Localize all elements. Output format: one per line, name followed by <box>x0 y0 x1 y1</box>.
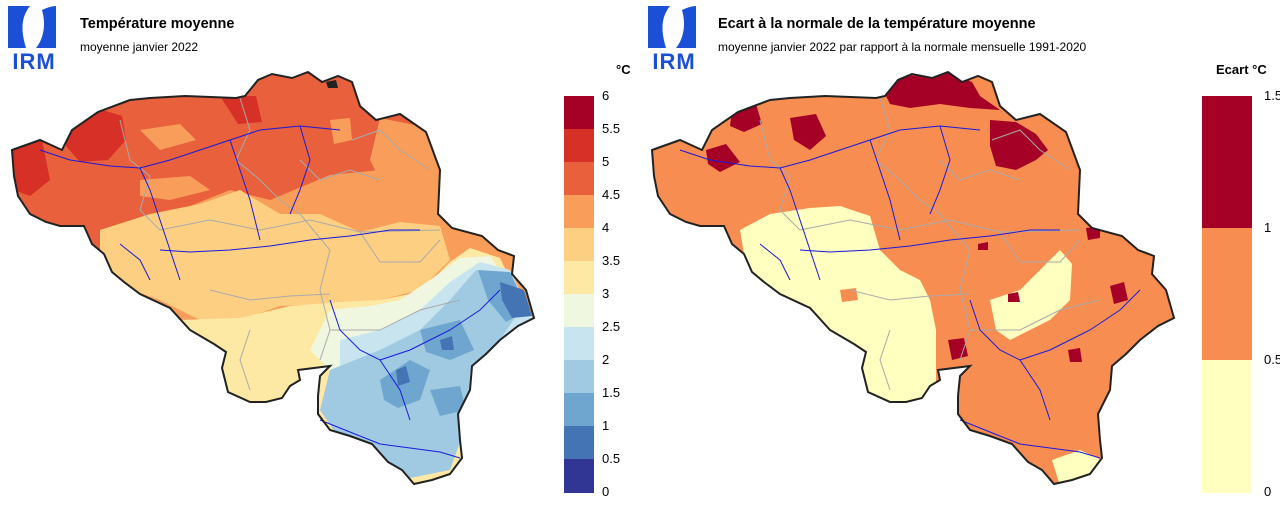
legend-unit: °C <box>616 62 631 77</box>
legend-tick-label: 1 <box>1264 220 1272 235</box>
legend-tick-label: 1.5 <box>602 385 621 400</box>
map-subtitle: moyenne janvier 2022 <box>80 40 199 54</box>
legend-swatch <box>564 294 594 328</box>
legend-swatch <box>564 228 594 262</box>
legend-tick-label: 3 <box>602 286 610 301</box>
irm-logo: IRM <box>646 4 698 74</box>
irm-logo-text: IRM <box>12 49 56 74</box>
legend-swatch <box>564 195 594 229</box>
irm-logo: IRM <box>6 4 58 74</box>
legend-unit: Ecart °C <box>1216 62 1267 77</box>
irm-logo-mark <box>648 6 696 48</box>
anomaly-map <box>651 71 1175 485</box>
anomaly-legend: Ecart °C 1.5 1 0.5 0 <box>1202 60 1280 500</box>
temperature-legend: °C 6 5.5 5 4.5 4 3.5 3 2.5 2 1.5 1 0.5 0 <box>560 60 640 500</box>
legend-swatch <box>564 360 594 394</box>
irm-logo-text: IRM <box>652 49 696 74</box>
legend-swatch <box>1202 228 1252 361</box>
legend-tick-label: 5 <box>602 154 610 169</box>
map-subtitle: moyenne janvier 2022 par rapport à la no… <box>718 40 1087 54</box>
legend-tick-label: 2 <box>602 352 610 367</box>
legend-swatch <box>1202 96 1252 229</box>
legend-swatch <box>564 393 594 427</box>
temperature-map <box>11 71 535 485</box>
temperature-panel: IRM Température moyenne moyenne janvier … <box>6 4 640 500</box>
legend-tick-label: 6 <box>602 88 610 103</box>
legend-tick-label: 3.5 <box>602 253 621 268</box>
legend-swatch <box>564 327 594 361</box>
legend-swatch <box>1202 360 1252 493</box>
legend-tick-label: 4.5 <box>602 187 621 202</box>
legend-tick-label: 0.5 <box>602 451 621 466</box>
legend-swatch <box>564 426 594 460</box>
legend-swatch <box>564 261 594 295</box>
anomaly-panel: IRM Ecart à la normale de la température… <box>640 0 1280 507</box>
legend-swatch <box>564 459 594 493</box>
map-title: Ecart à la normale de la température moy… <box>718 16 1036 32</box>
legend-tick-label: 0.5 <box>1264 352 1280 367</box>
legend-tick-label: 4 <box>602 220 610 235</box>
legend-swatch <box>564 162 594 196</box>
legend-tick-label: 0 <box>602 484 610 499</box>
map-title: Température moyenne <box>80 16 235 32</box>
legend-tick-label: 2.5 <box>602 319 621 334</box>
legend-swatch <box>564 129 594 163</box>
legend-tick-label: 0 <box>1264 484 1272 499</box>
legend-swatch <box>564 96 594 130</box>
irm-logo-mark <box>8 6 56 48</box>
legend-tick-label: 1.5 <box>1264 88 1280 103</box>
legend-tick-label: 1 <box>602 418 610 433</box>
legend-tick-label: 5.5 <box>602 121 621 136</box>
